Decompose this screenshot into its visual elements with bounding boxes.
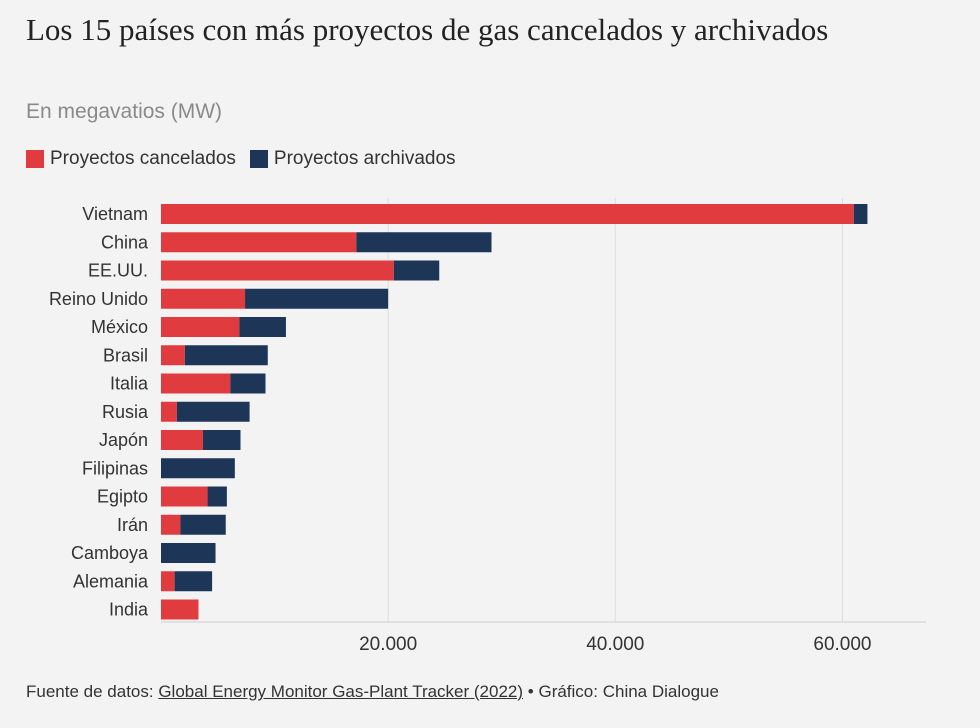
chart-subtitle: En megavatios (MW) — [26, 100, 223, 123]
bar-cancelled — [161, 599, 199, 620]
bar-shelved — [393, 260, 440, 281]
bar-cancelled — [161, 373, 231, 394]
category-label: Filipinas — [82, 458, 148, 478]
legend-label-cancelled: Proyectos cancelados — [50, 148, 236, 169]
bar-cancelled — [161, 345, 185, 366]
category-label: Italia — [110, 374, 149, 394]
legend-item-shelved: Proyectos archivados — [249, 148, 456, 170]
bar-cancelled — [161, 571, 175, 592]
bar-shelved — [174, 571, 213, 592]
category-label: Alemania — [73, 571, 149, 591]
bar-cancelled — [161, 260, 394, 281]
category-label: Irán — [117, 515, 148, 535]
x-tick-label: 40.000 — [586, 634, 644, 655]
category-label: México — [91, 317, 148, 337]
category-label: EE.UU. — [88, 261, 148, 281]
legend-item-cancelled: Proyectos cancelados — [26, 148, 236, 170]
bar-shelved — [184, 345, 268, 366]
bar-cancelled — [161, 401, 177, 422]
footer-separator: • — [527, 682, 534, 701]
category-label: Camboya — [71, 543, 149, 563]
category-label: Vietnam — [82, 204, 148, 224]
bar-cancelled — [161, 288, 246, 309]
legend-swatch-cancelled — [26, 150, 44, 168]
source-link[interactable]: Global Energy Monitor Gas-Plant Tracker … — [158, 682, 524, 701]
bar-shelved — [161, 458, 235, 479]
bar-shelved — [207, 486, 227, 507]
bar-shelved — [203, 430, 241, 450]
legend-label-shelved: Proyectos archivados — [273, 148, 456, 169]
chart-title: Los 15 países con más proyectos de gas c… — [26, 12, 829, 47]
bar-cancelled — [161, 232, 357, 253]
bar-cancelled — [161, 430, 204, 450]
bar-cancelled — [161, 317, 240, 337]
category-label: Brasil — [103, 345, 148, 365]
bar-shelved — [180, 514, 226, 535]
legend-swatch-shelved — [249, 150, 268, 168]
bar-shelved — [239, 317, 286, 337]
category-label: China — [101, 232, 149, 252]
bar-cancelled — [161, 204, 854, 224]
category-label: Rusia — [102, 402, 149, 422]
bar-shelved — [853, 204, 868, 224]
bar-shelved — [356, 232, 492, 253]
x-tick-label: 60.000 — [813, 634, 871, 655]
category-label: India — [109, 600, 149, 620]
bar-shelved — [230, 373, 266, 394]
footer-prefix: Fuente de datos: — [26, 682, 154, 701]
legend: Proyectos cancelados Proyectos archivado… — [26, 148, 470, 170]
bar-shelved — [176, 401, 250, 422]
category-label: Japón — [99, 430, 148, 450]
footer-credit: Gráfico: China Dialogue — [538, 682, 719, 701]
bar-shelved — [161, 543, 216, 563]
bar-cancelled — [161, 486, 208, 507]
category-label: Reino Unido — [49, 289, 148, 309]
category-label: Egipto — [97, 487, 148, 507]
bar-cancelled — [161, 514, 181, 535]
x-tick-label: 20.000 — [359, 634, 417, 655]
bar-shelved — [245, 288, 389, 309]
footer: Fuente de datos: Global Energy Monitor G… — [26, 682, 719, 702]
